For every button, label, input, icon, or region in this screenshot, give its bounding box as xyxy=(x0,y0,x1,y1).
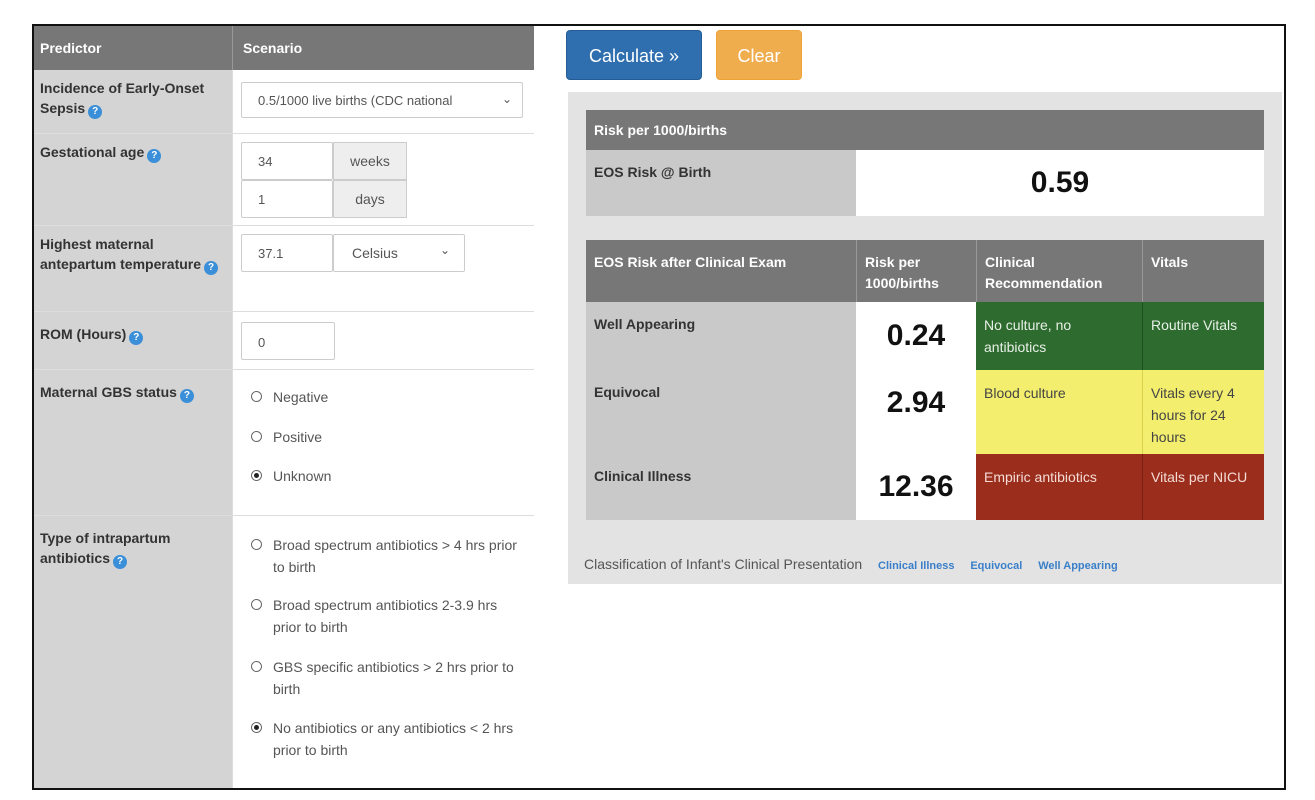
vitals-clinical-illness: Vitals per NICU xyxy=(1142,454,1264,520)
form-header: Predictor Scenario xyxy=(34,26,534,70)
temperature-unit-value: Celsius xyxy=(352,245,398,261)
incidence-row: Incidence of Early-Onset Sepsis? 0.5/100… xyxy=(34,70,534,134)
gbs-radio-unknown[interactable]: Unknown xyxy=(251,465,523,487)
antibiotics-radio-broad-4hrs[interactable]: Broad spectrum antibiotics > 4 hrs prior… xyxy=(251,534,523,578)
row-label-well-appearing: Well Appearing xyxy=(586,302,856,370)
recommendation-col-header: Clinical Recommendation xyxy=(976,240,1142,302)
recommendation-equivocal: Blood culture xyxy=(976,370,1142,454)
help-icon[interactable]: ? xyxy=(147,149,162,163)
incidence-select[interactable]: 0.5/1000 live births (CDC national ⌄ xyxy=(241,82,523,118)
incidence-label: Incidence of Early-Onset Sepsis xyxy=(40,80,205,116)
help-icon[interactable]: ? xyxy=(204,261,219,275)
vitals-equivocal: Vitals every 4 hours for 24 hours xyxy=(1142,370,1264,454)
antibiotics-radio-broad-2-3.9hrs[interactable]: Broad spectrum antibiotics 2-3.9 hrs pri… xyxy=(251,594,523,638)
classification-legend: Classification of Infant's Clinical Pres… xyxy=(584,556,1118,572)
predictor-column-header: Predictor xyxy=(34,26,232,70)
link-well-appearing[interactable]: Well Appearing xyxy=(1038,560,1118,572)
exam-col-header: EOS Risk after Clinical Exam xyxy=(586,240,856,302)
eos-risk-birth-value: 0.59 xyxy=(856,150,1264,216)
classification-text: Classification of Infant's Clinical Pres… xyxy=(584,556,863,572)
scenario-column-header: Scenario xyxy=(232,26,534,70)
antibiotics-radio-gbs-specific[interactable]: GBS specific antibiotics > 2 hrs prior t… xyxy=(251,656,523,700)
temperature-unit-select[interactable]: Celsius ⌄ xyxy=(333,234,465,272)
temperature-row: Highest maternal antepartum temperature?… xyxy=(34,226,534,312)
antibiotics-label: Type of intrapartum antibiotics xyxy=(40,530,171,566)
help-icon[interactable]: ? xyxy=(113,555,128,569)
radio-button[interactable] xyxy=(251,539,262,550)
weeks-unit-label: weeks xyxy=(333,142,407,180)
risk-col-header: Risk per 1000/births xyxy=(856,240,976,302)
clear-button[interactable]: Clear xyxy=(716,30,802,80)
gbs-radio-negative[interactable]: Negative xyxy=(251,386,523,408)
link-equivocal[interactable]: Equivocal xyxy=(970,560,1023,572)
temperature-input[interactable]: 37.1 xyxy=(241,234,333,272)
results-panel: Risk per 1000/births EOS Risk @ Birth 0.… xyxy=(568,92,1282,584)
incidence-select-value: 0.5/1000 live births (CDC national xyxy=(258,93,453,108)
radio-button[interactable] xyxy=(251,391,262,402)
chevron-down-icon: ⌄ xyxy=(439,243,450,257)
radio-button[interactable] xyxy=(251,431,262,442)
calculator-frame: Predictor Scenario Incidence of Early-On… xyxy=(32,24,1286,790)
help-icon[interactable]: ? xyxy=(88,105,103,119)
gestational-age-row: Gestational age? 34 weeks 1 days xyxy=(34,134,534,226)
row-label-equivocal: Equivocal xyxy=(586,370,856,454)
vitals-well-appearing: Routine Vitals xyxy=(1142,302,1264,370)
radio-button[interactable] xyxy=(251,599,262,610)
antibiotics-radio-none[interactable]: No antibiotics or any antibiotics < 2 hr… xyxy=(251,717,523,761)
vitals-col-header: Vitals xyxy=(1142,240,1264,302)
gbs-status-label: Maternal GBS status xyxy=(40,384,177,400)
risk-table-header: Risk per 1000/births xyxy=(586,110,1264,150)
gbs-status-row: Maternal GBS status? Negative Positive U… xyxy=(34,370,534,516)
risk-value-equivocal: 2.94 xyxy=(856,370,976,454)
calculate-button[interactable]: Calculate » xyxy=(566,30,702,80)
recommendation-clinical-illness: Empiric antibiotics xyxy=(976,454,1142,520)
chevron-down-icon: ⌄ xyxy=(497,92,512,106)
gestational-age-label: Gestational age xyxy=(40,144,145,160)
rom-row: ROM (Hours)? 0 xyxy=(34,312,534,370)
risk-value-well-appearing: 0.24 xyxy=(856,302,976,370)
days-unit-label: days xyxy=(333,180,407,218)
row-label-clinical-illness: Clinical Illness xyxy=(586,454,856,520)
radio-button-selected[interactable] xyxy=(251,470,262,481)
radio-button-selected[interactable] xyxy=(251,722,262,733)
help-icon[interactable]: ? xyxy=(179,389,194,403)
gestational-days-input[interactable]: 1 xyxy=(241,180,333,218)
gbs-radio-positive[interactable]: Positive xyxy=(251,426,523,448)
antibiotics-row: Type of intrapartum antibiotics? Broad s… xyxy=(34,516,534,788)
link-clinical-illness[interactable]: Clinical Illness xyxy=(878,560,955,572)
recommendation-well-appearing: No culture, no antibiotics xyxy=(976,302,1142,370)
temperature-label: Highest maternal antepartum temperature xyxy=(40,236,202,272)
gestational-weeks-input[interactable]: 34 xyxy=(241,142,333,180)
radio-button[interactable] xyxy=(251,661,262,672)
eos-risk-birth-label: EOS Risk @ Birth xyxy=(586,150,856,216)
risk-value-clinical-illness: 12.36 xyxy=(856,454,976,520)
rom-input[interactable]: 0 xyxy=(241,322,335,360)
rom-label: ROM (Hours) xyxy=(40,326,127,342)
help-icon[interactable]: ? xyxy=(129,331,144,345)
predictor-form: Predictor Scenario Incidence of Early-On… xyxy=(34,26,534,788)
